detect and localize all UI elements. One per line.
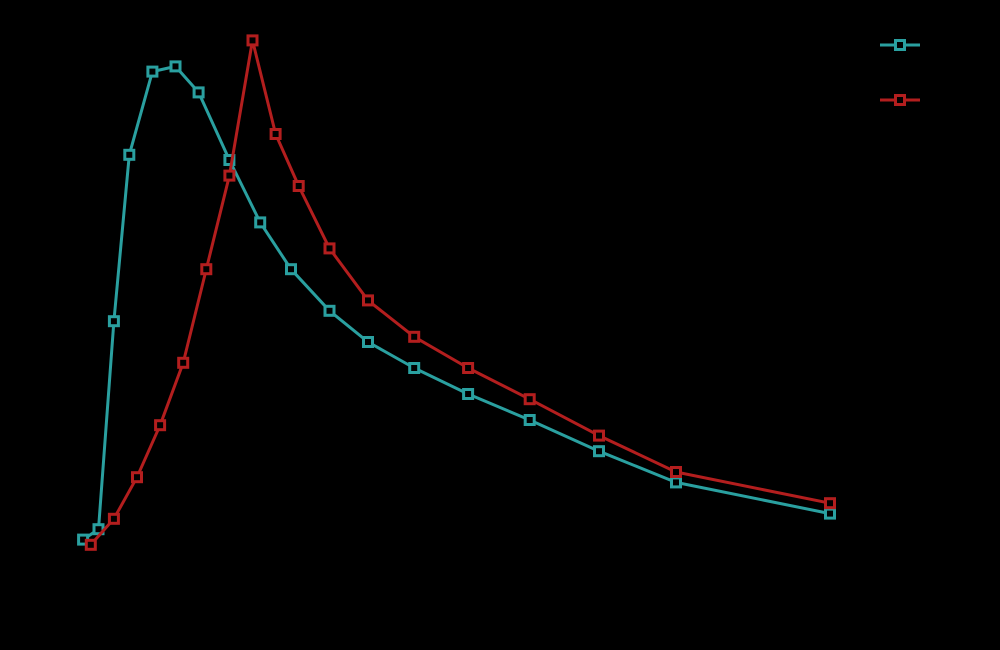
marker-inner-series-b	[596, 433, 602, 439]
chart-background	[0, 0, 1000, 650]
marker-inner-series-a	[365, 339, 371, 345]
marker-inner-series-a	[96, 526, 102, 532]
marker-inner-series-b	[250, 37, 256, 43]
legend-marker-inner-series-a	[897, 42, 903, 48]
marker-inner-series-b	[273, 131, 279, 137]
marker-inner-series-a	[173, 63, 179, 69]
marker-inner-series-b	[203, 266, 209, 272]
marker-inner-series-a	[257, 219, 263, 225]
marker-inner-series-b	[134, 474, 140, 480]
marker-inner-series-b	[296, 183, 302, 189]
marker-inner-series-a	[327, 308, 333, 314]
marker-inner-series-a	[126, 152, 132, 158]
marker-inner-series-a	[196, 89, 202, 95]
marker-inner-series-b	[827, 500, 833, 506]
marker-inner-series-b	[327, 245, 333, 251]
marker-inner-series-a	[411, 365, 417, 371]
marker-inner-series-a	[596, 448, 602, 454]
chart-container	[0, 0, 1000, 650]
marker-inner-series-b	[180, 360, 186, 366]
marker-inner-series-a	[673, 479, 679, 485]
marker-inner-series-b	[465, 365, 471, 371]
marker-inner-series-b	[411, 334, 417, 340]
marker-inner-series-a	[149, 69, 155, 75]
marker-inner-series-b	[226, 173, 232, 179]
marker-inner-series-b	[88, 542, 94, 548]
marker-inner-series-b	[111, 516, 117, 522]
marker-inner-series-b	[157, 422, 163, 428]
marker-inner-series-a	[111, 318, 117, 324]
marker-inner-series-a	[465, 391, 471, 397]
line-chart	[0, 0, 1000, 650]
legend-marker-inner-series-b	[897, 97, 903, 103]
marker-inner-series-b	[673, 469, 679, 475]
marker-inner-series-a	[827, 511, 833, 517]
marker-inner-series-a	[288, 266, 294, 272]
marker-inner-series-b	[365, 297, 371, 303]
marker-inner-series-a	[527, 417, 533, 423]
marker-inner-series-b	[527, 396, 533, 402]
